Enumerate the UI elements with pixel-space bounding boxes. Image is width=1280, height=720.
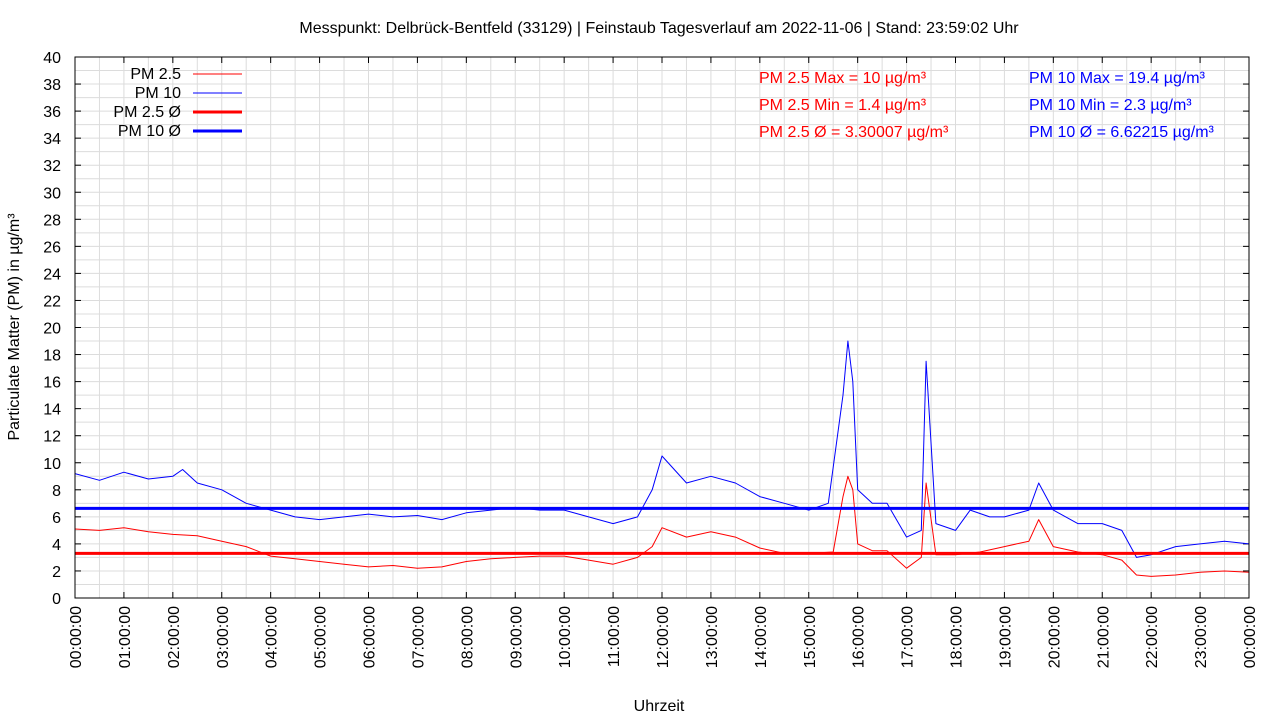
x-tick-label: 13:00:00 [704, 606, 721, 668]
series-group [74, 340, 1250, 577]
x-tick-label: 04:00:00 [264, 606, 281, 668]
x-tick-label: 14:00:00 [753, 606, 770, 668]
legend-label: PM 2.5 [130, 66, 181, 83]
y-tick-label: 34 [43, 131, 61, 148]
x-tick-label: 03:00:00 [215, 606, 232, 668]
stat-annotation: PM 2.5 Max = 10 µg/m³ [759, 70, 927, 87]
y-tick-label: 30 [43, 185, 61, 202]
y-tick-label: 24 [43, 266, 61, 283]
x-tick-label: 11:00:00 [606, 606, 623, 667]
y-tick-label: 38 [43, 77, 61, 94]
y-tick-label: 10 [43, 456, 61, 473]
y-tick-label: 40 [43, 50, 61, 67]
grid [74, 56, 1250, 599]
x-tick-label: 00:00:00 [68, 606, 85, 668]
x-tick-label: 20:00:00 [1046, 606, 1063, 668]
x-tick-label: 22:00:00 [1144, 606, 1161, 668]
y-tick-label: 8 [52, 483, 61, 500]
stat-annotation: PM 2.5 Ø = 3.30007 µg/m³ [759, 124, 949, 141]
y-tick-label: 14 [43, 402, 61, 419]
legend-label: PM 2.5 Ø [113, 104, 181, 121]
x-tick-label: 00:00:00 [1242, 606, 1259, 668]
stats-annotations: PM 2.5 Max = 10 µg/m³ PM 2.5 Min = 1.4 µg… [759, 70, 1215, 141]
stat-annotation: PM 2.5 Min = 1.4 µg/m³ [759, 97, 927, 114]
y-tick-label: 6 [52, 510, 61, 527]
x-tick-label: 05:00:00 [313, 606, 330, 668]
x-tick-label: 06:00:00 [362, 606, 379, 668]
x-tick-label: 16:00:00 [851, 606, 868, 668]
y-axis-label: Particulate Matter (PM) in µg/m³ [6, 213, 23, 441]
y-tick-label: 26 [43, 239, 61, 256]
x-tick-label: 02:00:00 [166, 606, 183, 668]
y-tick-label: 4 [52, 537, 61, 554]
y-tick-label: 22 [43, 293, 61, 310]
y-tick-label: 16 [43, 375, 61, 392]
x-tick-label: 01:00:00 [117, 606, 134, 668]
stat-annotation: PM 10 Max = 19.4 µg/m³ [1029, 70, 1206, 87]
x-axis-label: Uhrzeit [634, 698, 685, 715]
x-tick-label: 18:00:00 [949, 606, 966, 668]
x-tick-label: 15:00:00 [802, 606, 819, 668]
y-tick-label: 32 [43, 158, 61, 175]
x-axis-ticks: 00:00:00 01:00:00 02:00:00 03:00:00 04:00:00… [68, 57, 1259, 668]
y-tick-label: 12 [43, 429, 61, 446]
series-line [74, 475, 1250, 577]
y-tick-label: 28 [43, 212, 61, 229]
stat-annotation: PM 10 Ø = 6.62215 µg/m³ [1029, 124, 1215, 141]
x-tick-label: 21:00:00 [1095, 606, 1112, 668]
x-tick-label: 08:00:00 [459, 606, 476, 668]
y-tick-label: 18 [43, 348, 61, 365]
legend-label: PM 10 [135, 85, 181, 102]
legend-label: PM 10 Ø [118, 123, 181, 140]
y-tick-label: 2 [52, 564, 61, 581]
x-tick-label: 17:00:00 [900, 606, 917, 668]
series-line [74, 340, 1250, 558]
x-tick-label: 12:00:00 [655, 606, 672, 668]
chart-title: Messpunkt: Delbrück-Bentfeld (33129) | F… [299, 20, 1019, 37]
x-tick-label: 07:00:00 [410, 606, 427, 668]
stat-annotation: PM 10 Min = 2.3 µg/m³ [1029, 97, 1192, 114]
x-tick-label: 19:00:00 [997, 606, 1014, 668]
y-tick-label: 20 [43, 321, 61, 338]
plot-frame [74, 56, 1250, 599]
y-tick-label: 0 [52, 591, 61, 608]
x-tick-label: 10:00:00 [557, 606, 574, 668]
y-tick-label: 36 [43, 104, 61, 121]
x-tick-label: 23:00:00 [1193, 606, 1210, 668]
legend: PM 2.5 PM 10 PM 2.5 Ø PM 10 Ø [113, 66, 242, 140]
x-tick-label: 09:00:00 [508, 606, 525, 668]
